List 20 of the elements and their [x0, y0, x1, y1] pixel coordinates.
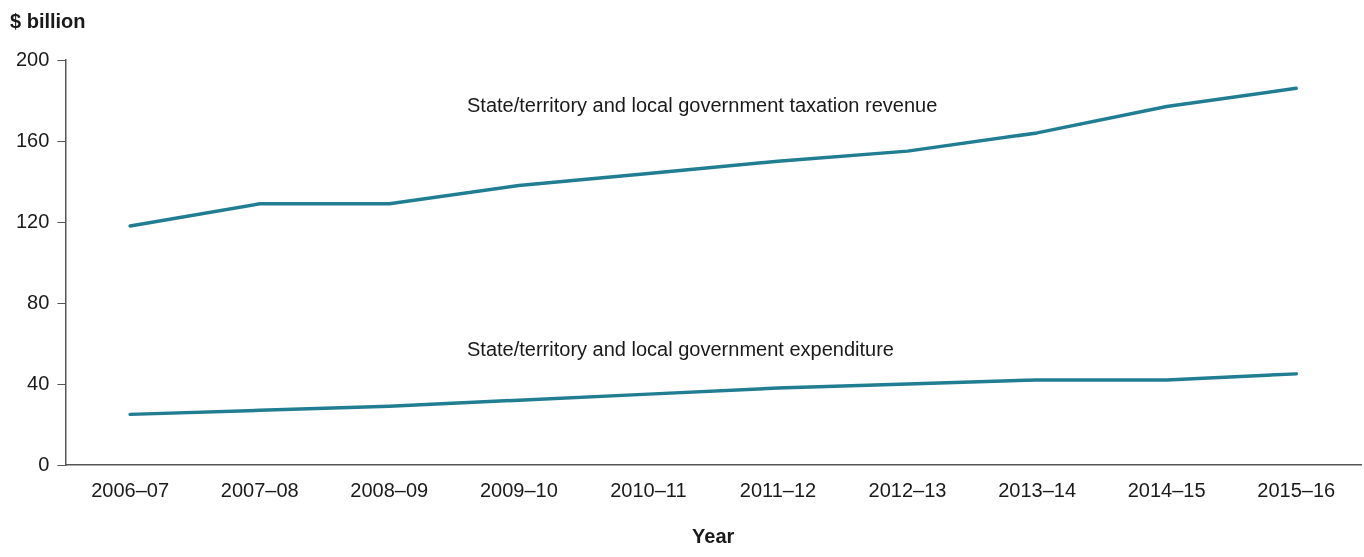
series-label: State/territory and local government taxation revenue — [467, 94, 938, 117]
y-tick-label: 0 — [38, 452, 50, 475]
x-tick-label: 2006–07 — [91, 478, 170, 501]
x-tick-label: 2015–16 — [1257, 478, 1336, 501]
x-axis-title: Year — [692, 524, 735, 547]
y-axis-title: $ billion — [10, 9, 86, 32]
series-label: State/territory and local government expenditure — [467, 338, 894, 361]
y-tick-label: 120 — [15, 209, 50, 232]
x-tick-label: 2009–10 — [479, 478, 558, 501]
x-tick-label: 2007–08 — [220, 478, 299, 501]
x-tick-label: 2014–15 — [1127, 478, 1206, 501]
y-tick-label: 160 — [15, 128, 50, 151]
x-tick-label: 2013–14 — [998, 478, 1077, 501]
x-tick-label: 2008–09 — [350, 478, 429, 501]
y-tick-label: 80 — [27, 290, 50, 313]
x-tick-label: 2012–13 — [868, 478, 947, 501]
x-tick-label: 2011–12 — [739, 478, 817, 501]
x-tick-label: 2010–11 — [610, 478, 687, 501]
y-tick-label: 200 — [15, 47, 50, 70]
y-tick-label: 40 — [27, 371, 50, 394]
